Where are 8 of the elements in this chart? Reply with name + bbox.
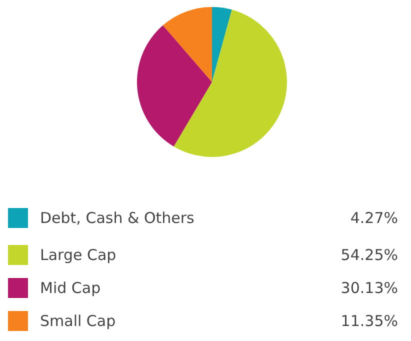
legend-label: Debt, Cash & Others bbox=[40, 209, 195, 227]
data-label: 30.13% bbox=[340, 279, 398, 297]
data-label: 4.27% bbox=[350, 209, 398, 227]
legend-label: Large Cap bbox=[40, 246, 116, 264]
legend-label: Small Cap bbox=[40, 312, 116, 330]
data-label: 54.25% bbox=[340, 246, 398, 264]
legend-label: Mid Cap bbox=[40, 279, 101, 297]
data-label: 11.35% bbox=[340, 312, 398, 330]
